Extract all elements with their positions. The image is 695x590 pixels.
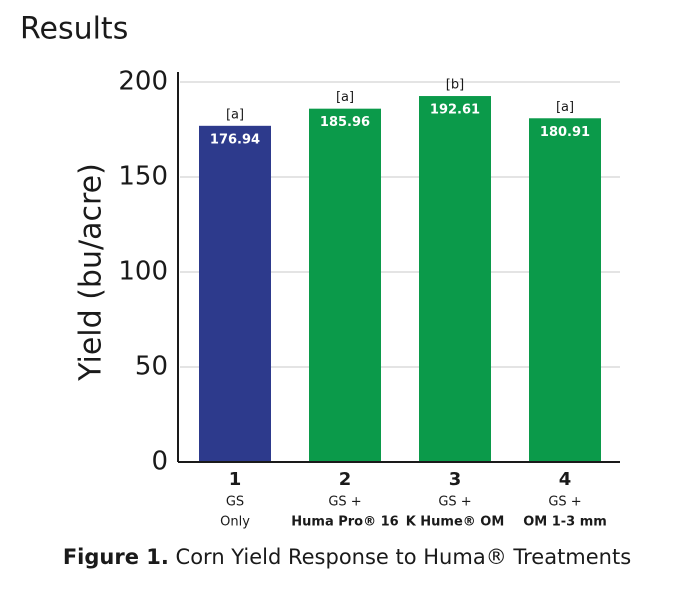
value-label: 192.61	[430, 103, 480, 118]
x-tick-sublabel: K Hume® OM	[406, 515, 505, 530]
y-axis-label: Yield (bu/acre)	[74, 163, 109, 382]
x-tick-sublabel: GS	[226, 495, 244, 510]
bar	[419, 96, 491, 462]
y-tick-label: 200	[118, 67, 168, 97]
x-tick-sublabel: OM 1-3 mm	[523, 515, 607, 530]
caption-text: Corn Yield Response to Huma® Treatments	[176, 545, 632, 569]
chart-title: Results	[20, 12, 128, 47]
x-tick-label: 2	[339, 469, 352, 490]
value-label: 176.94	[210, 132, 260, 147]
y-tick-label: 100	[118, 257, 168, 287]
y-tick-label: 150	[118, 162, 168, 192]
caption-label: Figure 1.	[63, 545, 169, 569]
x-tick-sublabel: GS +	[438, 495, 471, 510]
bar	[309, 108, 381, 463]
y-tick-label: 50	[135, 352, 168, 382]
value-label: 185.96	[320, 115, 370, 130]
x-tick-sublabel: Only	[220, 515, 250, 530]
x-tick-label: 3	[449, 469, 462, 490]
x-tick-sublabel: Huma Pro® 16	[291, 515, 398, 530]
caption: Figure 1. Corn Yield Response to Huma® T…	[63, 545, 631, 569]
x-tick-sublabel: GS +	[328, 495, 361, 510]
significance-label: [a]	[226, 107, 244, 122]
significance-label: [a]	[336, 90, 354, 105]
x-tick-sublabel: GS +	[548, 495, 581, 510]
bar	[529, 118, 601, 463]
x-tick-label: 1	[229, 469, 242, 490]
x-tick-label: 4	[559, 469, 572, 490]
value-label: 180.91	[540, 125, 590, 140]
significance-label: [a]	[556, 100, 574, 115]
significance-label: [b]	[446, 78, 464, 93]
y-tick-label: 0	[151, 447, 168, 477]
bar	[199, 125, 271, 463]
